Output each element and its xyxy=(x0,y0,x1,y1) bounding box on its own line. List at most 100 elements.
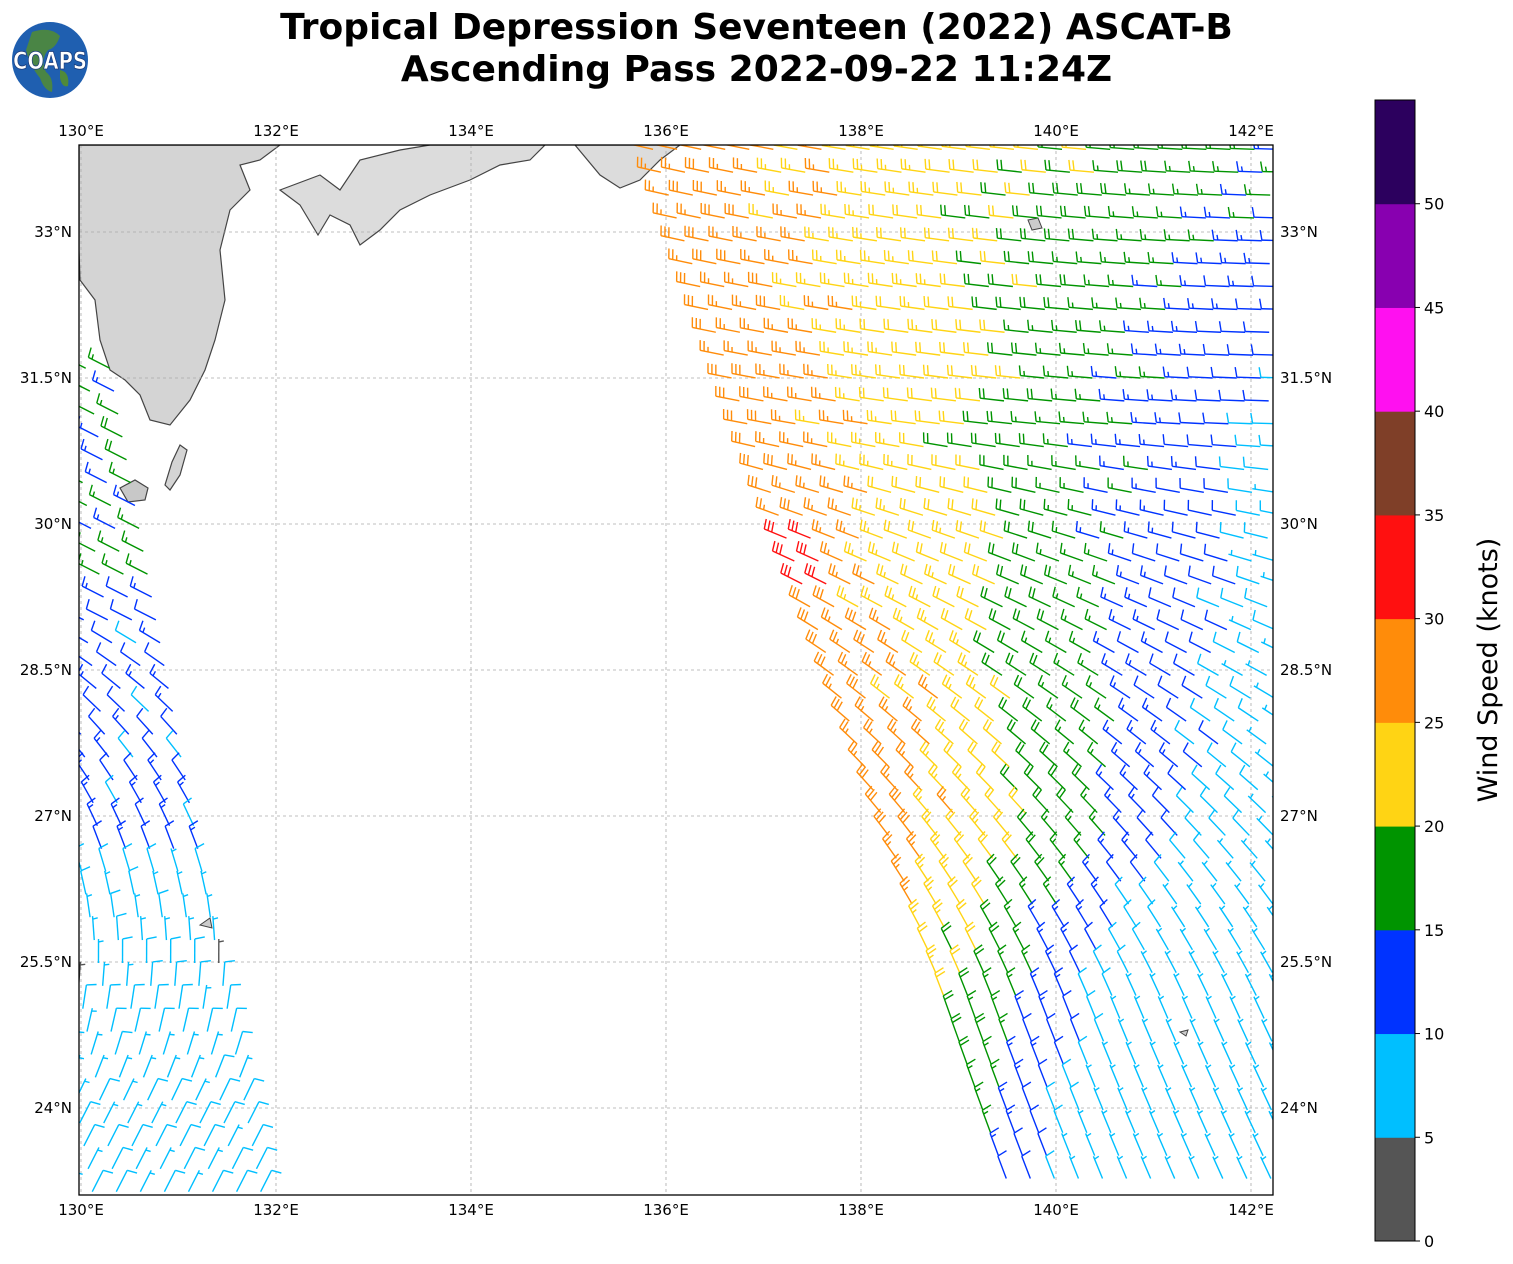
wind-barb xyxy=(174,959,187,986)
wind-barb xyxy=(1093,1087,1104,1111)
wind-barb xyxy=(69,913,79,940)
wind-barb xyxy=(1188,160,1215,173)
wind-barb xyxy=(203,1123,226,1147)
colorbar-label: Wind Speed (knots) xyxy=(1473,538,1504,803)
wind-barb xyxy=(1114,876,1130,905)
wind-barb xyxy=(1005,652,1027,676)
wind-barb xyxy=(846,673,866,699)
wind-barb xyxy=(997,1150,1007,1179)
wind-barb xyxy=(1021,944,1033,973)
wind-barb xyxy=(1160,809,1178,836)
wind-barb xyxy=(1268,973,1273,983)
wind-barb xyxy=(1029,1104,1040,1134)
wind-barb xyxy=(1171,252,1198,265)
wind-barb xyxy=(1162,882,1178,905)
wind-barb xyxy=(843,541,867,562)
wind-barb xyxy=(1067,297,1093,311)
wind-barb xyxy=(892,204,918,219)
wind-barb xyxy=(54,553,75,574)
wind-barb xyxy=(1076,182,1102,196)
wind-barb xyxy=(1003,250,1030,265)
wind-barb xyxy=(1141,697,1163,722)
wind-barb xyxy=(858,387,884,402)
wind-barb xyxy=(788,180,814,196)
colorbar-bin-20-25 xyxy=(1375,722,1415,827)
wind-barb xyxy=(90,620,113,644)
wind-barb xyxy=(1154,412,1181,425)
wind-barb xyxy=(1110,741,1131,768)
wind-barb xyxy=(962,410,988,425)
wind-barb xyxy=(1235,229,1262,242)
wind-barb xyxy=(1212,1155,1224,1179)
wind-barb xyxy=(1035,476,1060,494)
wind-barb xyxy=(187,1169,204,1192)
colorbar-tick-label: 0 xyxy=(1424,1232,1434,1251)
lon-tick-label-bottom: 136°E xyxy=(643,1201,689,1219)
wind-barb xyxy=(1177,860,1194,882)
wind-barb xyxy=(1114,366,1141,379)
wind-barb xyxy=(171,1077,193,1101)
wind-barb xyxy=(1130,411,1157,425)
wind-barb xyxy=(1069,1012,1081,1042)
wind-barb xyxy=(916,921,929,951)
wind-barb xyxy=(43,621,64,643)
wind-barb xyxy=(1112,808,1130,836)
wind-barb xyxy=(701,145,726,150)
wind-barb xyxy=(1187,565,1212,585)
wind-barb xyxy=(1252,549,1273,561)
wind-barb xyxy=(1178,412,1205,425)
wind-barb xyxy=(869,145,894,150)
wind-barb xyxy=(1139,499,1164,516)
wind-barb xyxy=(243,1077,265,1101)
wind-barb xyxy=(1205,995,1217,1019)
wind-barb xyxy=(868,204,894,219)
colorbar-bin-50-55 xyxy=(1375,100,1415,205)
wind-barb xyxy=(1105,853,1122,882)
wind-barb xyxy=(898,364,925,379)
wind-barb xyxy=(101,961,110,986)
wind-barb xyxy=(939,476,964,494)
wind-barb xyxy=(1169,831,1186,859)
wind-barb xyxy=(885,651,907,676)
wind-barb xyxy=(939,341,965,356)
wind-barb xyxy=(1222,720,1243,745)
wind-barb xyxy=(958,718,978,745)
wind-barb xyxy=(1068,630,1091,654)
wind-barb xyxy=(780,157,806,173)
wind-barb xyxy=(977,831,994,859)
wind-barb xyxy=(1163,297,1190,311)
wind-barb xyxy=(52,753,65,780)
wind-barb xyxy=(1164,1087,1176,1111)
lat-tick-label-left: 25.5°N xyxy=(20,953,72,971)
wind-barb xyxy=(888,785,906,814)
wind-barb xyxy=(939,273,965,288)
wind-barb xyxy=(899,497,924,516)
wind-barb xyxy=(716,248,741,265)
wind-barb xyxy=(770,409,796,425)
wind-barb xyxy=(212,916,219,941)
wind-barb xyxy=(945,808,962,836)
wind-barb xyxy=(1133,675,1155,699)
wind-barb xyxy=(1204,1132,1216,1156)
wind-barb xyxy=(82,685,101,712)
wind-barb xyxy=(1044,159,1070,173)
wind-barb xyxy=(812,585,835,608)
wind-barb xyxy=(1242,905,1258,928)
wind-barb xyxy=(1056,786,1074,814)
wind-barb xyxy=(979,319,1005,333)
wind-barb xyxy=(1170,320,1198,333)
wind-barb xyxy=(1029,967,1041,996)
wind-barb xyxy=(1212,160,1239,173)
wind-barb xyxy=(104,774,118,804)
wind-barb xyxy=(1227,927,1242,951)
wind-barb xyxy=(1043,564,1068,585)
wind-barb xyxy=(1088,808,1106,836)
wind-barb xyxy=(871,740,890,768)
wind-barb xyxy=(843,341,869,356)
wind-barb xyxy=(1181,145,1207,150)
wind-barb xyxy=(1156,1132,1168,1156)
wind-barb xyxy=(88,707,106,735)
wind-barb xyxy=(980,182,1006,196)
wind-barb xyxy=(116,820,127,849)
wind-barb xyxy=(1052,182,1078,196)
